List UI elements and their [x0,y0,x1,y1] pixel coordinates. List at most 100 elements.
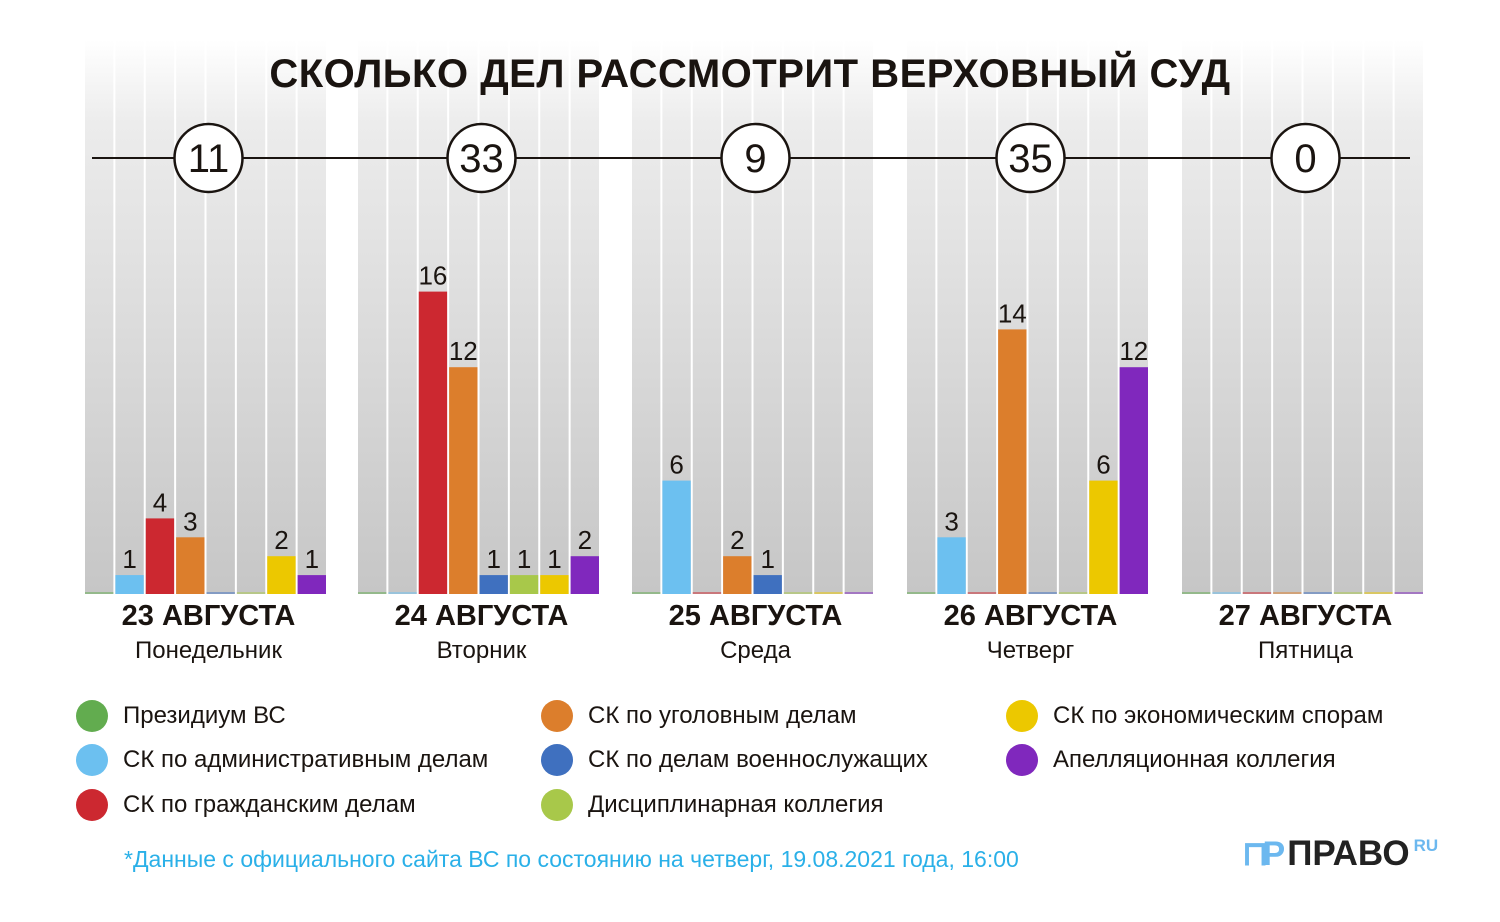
column-background [1182,40,1211,594]
bar [540,575,569,594]
legend-item: СК по уголовным делам [541,700,857,732]
legend-label: Дисциплинарная коллегия [588,791,884,818]
bar-zero [783,592,813,594]
column-background [115,40,144,594]
legend-item: Апелляционная коллегия [1006,744,1336,776]
bar-zero [1333,592,1363,594]
bar [753,575,782,594]
legend-label: СК по экономическим спорам [1053,702,1384,729]
bar-zero [1242,592,1272,594]
column-background [267,40,296,594]
legend-item: СК по административным делам [76,744,488,776]
column-background [358,40,387,594]
column-background [509,40,539,594]
bar-zero [692,592,722,594]
day-date: 25 АВГУСТА [668,600,843,632]
legend-item: Президиум ВС [76,700,286,732]
bar-zero [1212,592,1241,594]
bar-zero [967,592,997,594]
logo-suffix: RU [1413,836,1439,855]
column-background [632,40,661,594]
bar-zero [1364,592,1393,594]
bar-zero [236,592,266,594]
column-background [844,40,873,594]
footnote: *Данные с официального сайта ВС по состо… [124,846,1019,872]
day-total-label: 9 [744,137,766,181]
bar-zero [1303,592,1332,594]
bar [1119,367,1148,594]
bar-zero [632,592,661,594]
total-circle [995,122,1066,194]
bar-value-label: 3 [183,506,197,536]
bar-value-label: 12 [1119,336,1148,366]
bar-value-label: 1 [305,544,319,574]
bar-zero [1394,592,1423,594]
bar-value-label: 2 [730,525,744,555]
bar-value-label: 6 [1096,450,1110,480]
column-background [723,40,752,594]
bar-value-label: 1 [486,544,500,574]
bar-zero [814,592,843,594]
day-date: 26 АВГУСТА [943,600,1118,632]
bar-value-label: 14 [998,298,1027,328]
bar [570,556,599,594]
bar-value-label: 1 [517,544,531,574]
bar [662,480,691,594]
bar-value-label: 1 [760,544,774,574]
bar-zero [358,592,387,594]
bar-value-label: 3 [944,506,958,536]
legend-swatch-icon [76,700,108,732]
chart-title: СКОЛЬКО ДЕЛ РАССМОТРИТ ВЕРХОВНЫЙ СУД [269,52,1231,96]
bar [267,556,296,594]
bar-value-label: 4 [153,487,167,517]
total-circle [1270,122,1341,194]
legend-item: СК по гражданским делам [76,789,416,821]
day-weekday: Четверг [986,637,1075,664]
pravo-ru-logo: ⊓P ПРАВО RU [1242,834,1438,874]
legend-swatch-icon [541,789,573,821]
bar [723,556,752,594]
bar-value-label: 2 [578,525,592,555]
legend-swatch-icon [76,789,108,821]
bar-zero [844,592,873,594]
bar-value-label: 12 [449,336,478,366]
legend-label: Апелляционная коллегия [1053,746,1336,773]
bar [176,537,205,594]
bar-value-label: 1 [122,544,136,574]
column-background [570,40,599,594]
column-background [1058,40,1088,594]
day-weekday: Вторник [436,637,527,664]
logo-name: ПРАВО [1287,834,1410,873]
bar-value-label: 1 [547,544,561,574]
bar-zero [1058,592,1088,594]
legend-swatch-icon [1006,744,1038,776]
legend-label: СК по уголовным делам [588,702,857,729]
legend-swatch-icon [1006,700,1038,732]
column-background [1212,40,1241,594]
bar-zero [1182,592,1211,594]
column-background [967,40,997,594]
column-background [1242,40,1272,594]
bar-zero [1028,592,1057,594]
bar-zero [388,592,417,594]
bar-zero [907,592,936,594]
legend-item: СК по делам военнослужащих [541,744,928,776]
legend-swatch-icon [541,744,573,776]
logo-mark-icon: ⊓P [1242,835,1285,873]
day-total-label: 0 [1294,137,1316,181]
bar-value-label: 6 [669,450,683,480]
column-background [907,40,936,594]
column-background [692,40,722,594]
bar [479,575,508,594]
column-background [388,40,417,594]
column-background [540,40,569,594]
total-circle [173,122,244,194]
bar [509,575,539,594]
column-background [1364,40,1393,594]
bar-zero [85,592,114,594]
day-total-label: 35 [1008,137,1053,181]
bar [297,575,326,594]
bar [145,518,175,594]
day-total-label: 33 [459,137,504,181]
